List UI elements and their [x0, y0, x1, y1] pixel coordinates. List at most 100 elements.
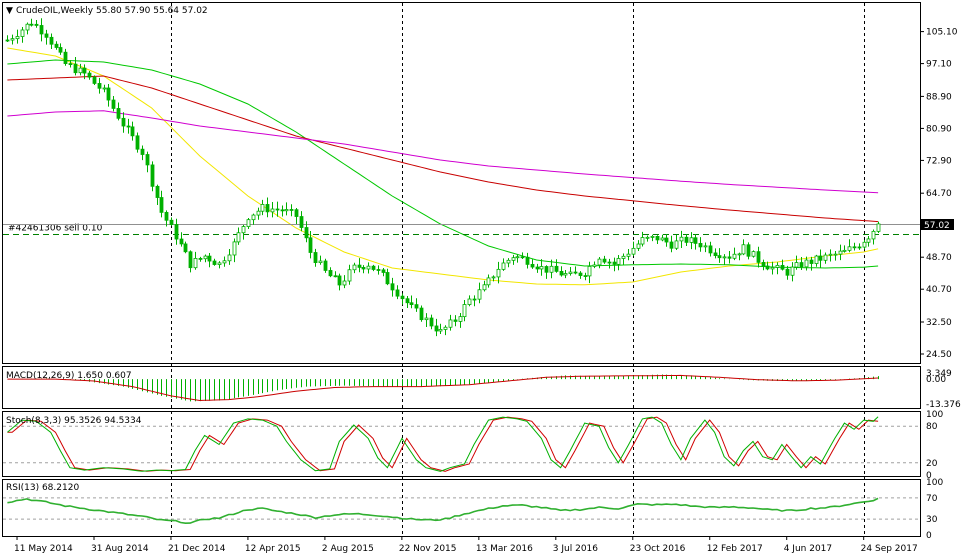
candle-body	[626, 253, 631, 257]
candle-body	[246, 219, 251, 227]
candle-body	[260, 204, 265, 212]
candle-body	[467, 298, 472, 305]
moving-average-line	[7, 59, 879, 269]
rsi-axis-label: 70	[926, 494, 938, 504]
candle-body	[419, 307, 424, 321]
candle-body	[482, 284, 487, 291]
candle-body	[5, 39, 10, 42]
price-axis-label: 24.50	[926, 350, 952, 360]
candle-body	[145, 154, 150, 166]
rsi-line	[7, 497, 879, 525]
moving-average-line	[7, 47, 879, 286]
candle-body	[689, 237, 694, 243]
candle-body	[361, 266, 366, 270]
candle-body	[583, 275, 588, 277]
candle-body	[15, 36, 20, 40]
dropdown-icon[interactable]: ▼	[6, 6, 13, 16]
candle-body	[299, 216, 304, 228]
moving-average-line	[7, 110, 879, 194]
candle-body	[169, 219, 174, 225]
candle-body	[535, 266, 540, 270]
candle-body	[756, 251, 761, 263]
current-price-tag-box	[921, 219, 954, 230]
candle-body	[342, 280, 347, 286]
candle-body	[212, 260, 217, 265]
candle-body	[679, 236, 684, 242]
time-axis-label: 23 Oct 2016	[630, 544, 686, 554]
candle-body	[732, 253, 737, 259]
macd-indicator	[7, 374, 879, 402]
time-axis-label: 13 Mar 2016	[476, 544, 533, 554]
time-axis-label: 3 Jul 2016	[553, 544, 598, 554]
macd-signal-line	[7, 374, 879, 402]
candle-body	[438, 329, 443, 332]
rsi-indicator	[7, 497, 879, 525]
candle-body	[385, 272, 390, 285]
candle-body	[491, 276, 496, 279]
order-line[interactable]: #42461306 sell 0.10	[3, 224, 920, 235]
candle-body	[477, 289, 482, 300]
candle-body	[621, 255, 626, 259]
candle-body	[236, 232, 241, 243]
candle-body	[34, 23, 39, 26]
candle-body	[10, 38, 15, 41]
candle-body	[751, 251, 756, 257]
candle-body	[270, 208, 275, 213]
candle-body	[44, 33, 49, 38]
candle-body	[780, 264, 785, 270]
moving-average-line	[7, 75, 879, 223]
candles	[5, 18, 881, 337]
macd-axis-label: 0.00	[926, 375, 946, 385]
candle-body	[664, 237, 669, 243]
candle-body	[241, 226, 246, 234]
candle-body	[376, 269, 381, 271]
indicator-levels	[3, 425, 920, 520]
candle-body	[645, 236, 650, 239]
candle-body	[765, 265, 770, 270]
candle-body	[207, 255, 212, 262]
candle-body	[409, 302, 414, 305]
candle-body	[448, 319, 453, 328]
candle-body	[515, 256, 520, 259]
candle-body	[838, 250, 843, 255]
candle-body	[559, 270, 564, 276]
stoch-pane-frame	[2, 411, 921, 477]
candle-body	[97, 83, 102, 89]
candle-body	[395, 289, 400, 297]
candle-body	[799, 262, 804, 268]
candle-body	[472, 298, 477, 301]
candle-body	[193, 258, 198, 269]
candle-body	[511, 257, 516, 261]
macd-pane-frame	[2, 366, 921, 409]
candle-body	[424, 317, 429, 321]
candle-body	[554, 265, 559, 272]
candle-body	[866, 238, 871, 243]
candle-body	[698, 243, 703, 248]
candle-body	[592, 264, 597, 267]
candle-body	[530, 263, 535, 268]
candle-body	[462, 304, 467, 318]
candle-body	[496, 268, 501, 278]
candle-body	[87, 72, 92, 78]
candle-body	[453, 319, 458, 322]
candle-body	[708, 245, 713, 254]
candle-body	[68, 63, 73, 65]
candle-body	[126, 125, 131, 128]
candle-body	[159, 197, 164, 213]
candle-body	[323, 260, 328, 271]
candle-body	[612, 261, 617, 265]
candle-body	[78, 67, 83, 74]
rsi-axis-label: 100	[926, 478, 943, 488]
candle-body	[549, 265, 554, 273]
candle-body	[256, 210, 261, 216]
candle-body	[318, 260, 323, 264]
price-axis-label: 80.90	[926, 124, 952, 134]
candle-body	[669, 241, 674, 249]
stoch-main-line	[7, 416, 879, 472]
time-axis-label: 24 Sep 2017	[861, 544, 918, 554]
candle-body	[631, 247, 636, 255]
rsi-title: RSI(13) 68.2120	[6, 483, 79, 493]
price-axis-label: 72.90	[926, 156, 952, 166]
candle-body	[414, 304, 419, 309]
